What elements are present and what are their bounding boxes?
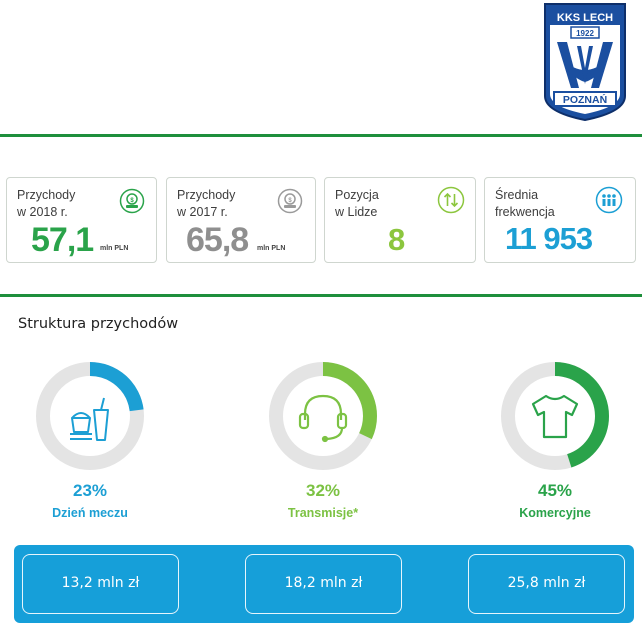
kpi-value: 11 953: [505, 221, 593, 256]
kpi-card-revenue-2018: Przychody w 2018 r. $ 57,1 mln PLN: [6, 177, 157, 263]
amount-box-transmisje: 18,2 mln zł: [245, 554, 402, 614]
kpi-label: Przychody w 2017 r.: [177, 188, 236, 219]
donut-dzien-meczu: [36, 362, 144, 470]
category-label-dzien-meczu: Dzień meczu: [52, 506, 128, 520]
section-title: Struktura przychodów: [18, 316, 179, 332]
svg-text:$: $: [130, 198, 134, 204]
logo-bottom-text: POZNAŃ: [563, 93, 607, 106]
kks-lech-crest-logo: KKS LECH 1922 POZNAŃ: [544, 3, 626, 122]
category-label-transmisje: Transmisje*: [287, 506, 359, 520]
tshirt-icon: [531, 394, 579, 439]
kpi-unit: mln PLN: [257, 245, 286, 252]
bottom-divider: [0, 294, 642, 297]
pct-label-komercyjne: 45%: [537, 481, 573, 500]
kpi-value: 65,8: [186, 221, 249, 259]
pct-label-transmisje: 32%: [305, 481, 341, 500]
kpi-value: 57,1: [31, 221, 94, 259]
money-icon: $: [119, 188, 145, 214]
amount-box-komercyjne: 25,8 mln zł: [468, 554, 625, 614]
headset-icon: [298, 394, 348, 443]
logo-year: 1922: [576, 29, 594, 38]
amount-bar: [14, 545, 634, 623]
kpi-label: Pozycja w Lidze: [335, 188, 379, 219]
kpi-label: Przychody w 2018 r.: [17, 188, 76, 219]
logo-top-text: KKS LECH: [557, 12, 613, 24]
donut-segment-dzien-meczu: [36, 362, 144, 470]
amount-box-dzien-meczu: 13,2 mln zł: [22, 554, 179, 614]
kpi-unit: mln PLN: [100, 245, 129, 252]
donut-transmisje: [269, 362, 377, 470]
money-icon: $: [277, 188, 303, 214]
kpi-card-league-position: Pozycja w Lidze 8: [324, 177, 476, 263]
pct-label-dzien-meczu: 23%: [72, 481, 108, 500]
kpi-card-attendance: Średnia frekwencja 11 953: [484, 177, 636, 263]
donut-segment-transmisje: [269, 362, 377, 470]
donut-segment-komercyjne: [501, 362, 609, 470]
kpi-label: Średnia frekwencja: [495, 188, 555, 219]
donut-komercyjne: [501, 362, 609, 470]
crowd-icon: [595, 186, 623, 214]
svg-text:$: $: [288, 198, 292, 204]
food-drink-icon: [70, 397, 109, 441]
category-label-komercyjne: Komercyjne: [519, 506, 591, 520]
kpi-value: 8: [388, 222, 405, 257]
top-divider: [0, 134, 642, 137]
up-down-arrows-icon: [437, 186, 465, 214]
kpi-card-revenue-2017: Przychody w 2017 r. $ 65,8 mln PLN: [166, 177, 316, 263]
